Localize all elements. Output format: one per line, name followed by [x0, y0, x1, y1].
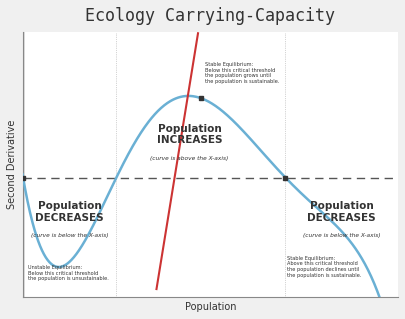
Text: Stable Equilibrium:
Below this critical threshold
the population grows until
the: Stable Equilibrium: Below this critical … — [205, 62, 279, 84]
Text: (curve is above the X-axis): (curve is above the X-axis) — [151, 157, 229, 161]
Text: (curve is below the X-axis): (curve is below the X-axis) — [303, 233, 380, 238]
Text: Stable Equilibrium:
Above this critical threshold
the population declines until
: Stable Equilibrium: Above this critical … — [287, 256, 362, 278]
Text: Population
DECREASES: Population DECREASES — [307, 201, 376, 223]
Y-axis label: Second Derivative: Second Derivative — [7, 120, 17, 209]
Text: Population
INCREASES: Population INCREASES — [157, 124, 222, 145]
Text: Population
DECREASES: Population DECREASES — [35, 201, 104, 223]
Text: Unstable Equilibrium:
Below this critical threshold
the population is unsustaina: Unstable Equilibrium: Below this critica… — [28, 265, 109, 281]
Title: Ecology Carrying-Capacity: Ecology Carrying-Capacity — [85, 7, 335, 25]
X-axis label: Population: Population — [185, 302, 236, 312]
Text: (curve is below the X-axis): (curve is below the X-axis) — [31, 233, 108, 238]
